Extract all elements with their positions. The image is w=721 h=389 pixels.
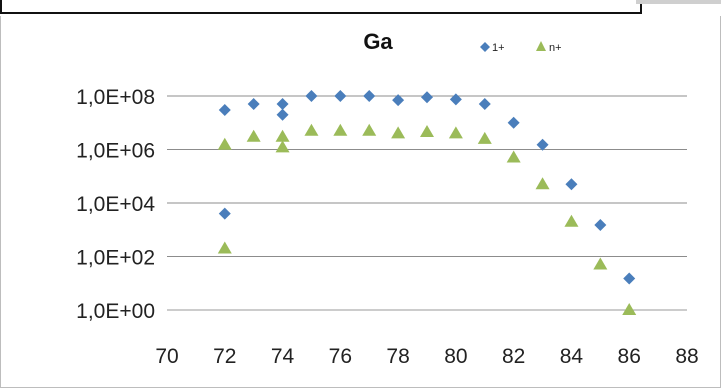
legend-label-series-0: 1+	[492, 42, 505, 54]
data-point-series-0	[218, 103, 231, 116]
y-tick-label: 1,0E+00	[76, 300, 155, 323]
data-point-series-1	[535, 177, 550, 190]
data-point-series-1	[362, 123, 377, 136]
data-point-series-1	[217, 241, 232, 254]
data-point-series-1	[333, 123, 348, 136]
data-point-series-0	[478, 98, 491, 111]
data-point-series-0	[363, 90, 376, 102]
data-point-series-0	[565, 178, 578, 191]
x-tick-label: 80	[444, 345, 467, 368]
y-tick-label: 1,0E+02	[76, 247, 155, 270]
x-tick-label: 86	[618, 345, 641, 368]
data-point-series-0	[392, 94, 405, 107]
data-point-series-1	[275, 129, 290, 142]
data-point-series-0	[276, 98, 289, 111]
legend-marker-series-1	[536, 41, 546, 51]
data-point-series-0	[218, 207, 231, 220]
data-points	[217, 90, 637, 315]
data-point-series-0	[421, 91, 433, 104]
data-point-series-1	[420, 125, 434, 138]
x-tick-label: 70	[155, 345, 178, 368]
data-point-series-0	[507, 116, 520, 129]
data-point-series-1	[477, 131, 492, 144]
x-tick-label: 84	[560, 345, 584, 368]
data-point-series-1	[275, 140, 290, 153]
x-tick-label: 76	[329, 345, 352, 368]
y-tick-label: 1,0E+08	[76, 86, 155, 109]
y-tick-label: 1,0E+04	[76, 193, 155, 216]
x-tick-label: 74	[271, 345, 295, 368]
y-tick-label: 1,0E+06	[76, 140, 155, 163]
chart-title: Ga	[363, 29, 393, 54]
legend-label-series-1: n+	[549, 42, 562, 54]
data-point-series-1	[564, 214, 579, 227]
data-point-series-0	[247, 98, 260, 111]
data-point-series-0	[536, 138, 549, 151]
data-point-series-1	[246, 129, 261, 142]
legend: 1+ n+	[480, 41, 562, 54]
data-point-series-0	[623, 272, 636, 285]
data-point-series-1	[593, 257, 608, 270]
x-tick-label: 82	[502, 345, 525, 368]
data-point-series-0	[276, 108, 289, 121]
data-point-series-0	[449, 93, 462, 106]
window-edge-strip	[636, 0, 721, 4]
data-point-series-1	[448, 126, 463, 139]
data-point-series-1	[217, 137, 232, 150]
data-point-series-1	[391, 126, 406, 139]
data-point-series-0	[305, 90, 318, 102]
data-point-series-1	[506, 150, 521, 163]
x-tick-label: 88	[675, 345, 698, 368]
y-axis-ticks: 1,0E+00 1,0E+02 1,0E+04 1,0E+06 1,0E+08	[76, 86, 155, 323]
x-axis-ticks: 70 72 74 76 78 80 82 84 86 88	[155, 345, 698, 368]
x-tick-label: 78	[386, 345, 409, 368]
data-point-series-0	[334, 90, 347, 102]
legend-marker-series-0	[480, 42, 490, 52]
data-point-series-1	[622, 303, 637, 315]
data-point-series-1	[304, 123, 319, 136]
window-edge	[0, 0, 642, 14]
x-tick-label: 72	[213, 345, 236, 368]
data-point-series-0	[594, 219, 607, 232]
